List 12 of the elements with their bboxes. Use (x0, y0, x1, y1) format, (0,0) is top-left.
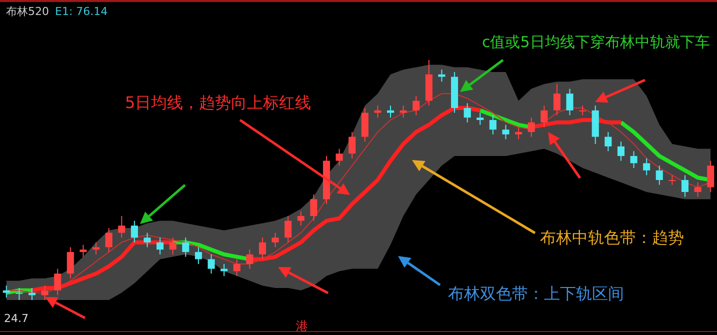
annotation: 5日均线，趋势向上标红线 (125, 93, 312, 114)
candlestick (566, 88, 574, 116)
chart-title: 布林520 (6, 5, 49, 18)
text: 24.7 (4, 312, 28, 325)
candlestick (502, 124, 510, 140)
text: 港 (296, 318, 308, 335)
annotation: 布林双色带：上下轨区间 (448, 284, 624, 305)
annotation: 布林中轨色带：趋势 (540, 228, 684, 249)
chart-subtitle: E1: 76.14 (55, 5, 108, 18)
text: c值或5日均线下穿布林中轨就下车 (482, 33, 710, 52)
candlestick (208, 254, 215, 274)
candlestick (144, 232, 151, 248)
